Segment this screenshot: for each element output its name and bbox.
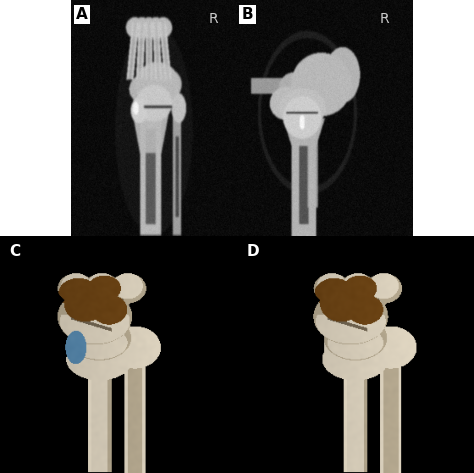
- Text: R: R: [379, 12, 389, 26]
- Text: B: B: [242, 7, 254, 22]
- Text: C: C: [9, 244, 20, 259]
- Text: R: R: [209, 12, 218, 26]
- Text: A: A: [76, 7, 88, 22]
- Bar: [71, 0, 237, 236]
- Bar: [237, 0, 412, 236]
- Text: D: D: [246, 244, 259, 259]
